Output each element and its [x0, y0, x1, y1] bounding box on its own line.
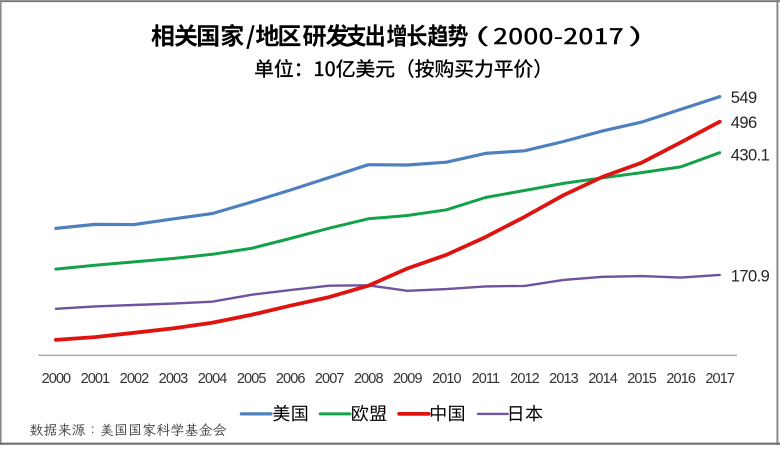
svg-text:2007: 2007	[315, 371, 344, 387]
svg-text:2014: 2014	[588, 371, 617, 387]
svg-text:2006: 2006	[276, 371, 305, 387]
svg-text:2012: 2012	[510, 371, 539, 387]
svg-text:2016: 2016	[666, 371, 695, 387]
svg-text:430.1: 430.1	[731, 147, 770, 165]
svg-text:496: 496	[731, 114, 757, 132]
svg-text:2010: 2010	[432, 371, 461, 387]
svg-text:2000: 2000	[42, 371, 71, 387]
svg-text:2009: 2009	[393, 371, 422, 387]
svg-text:2017: 2017	[705, 371, 734, 387]
svg-text:2011: 2011	[472, 371, 500, 387]
svg-text:170.9: 170.9	[731, 268, 770, 286]
svg-text:2008: 2008	[354, 371, 383, 387]
svg-text:2002: 2002	[120, 371, 149, 387]
svg-text:2003: 2003	[159, 371, 188, 387]
svg-text:2004: 2004	[198, 371, 227, 387]
svg-text:2005: 2005	[237, 371, 266, 387]
svg-text:549: 549	[731, 89, 757, 107]
svg-text:2015: 2015	[627, 371, 656, 387]
svg-text:2001: 2001	[81, 371, 110, 387]
svg-text:2013: 2013	[549, 371, 578, 387]
